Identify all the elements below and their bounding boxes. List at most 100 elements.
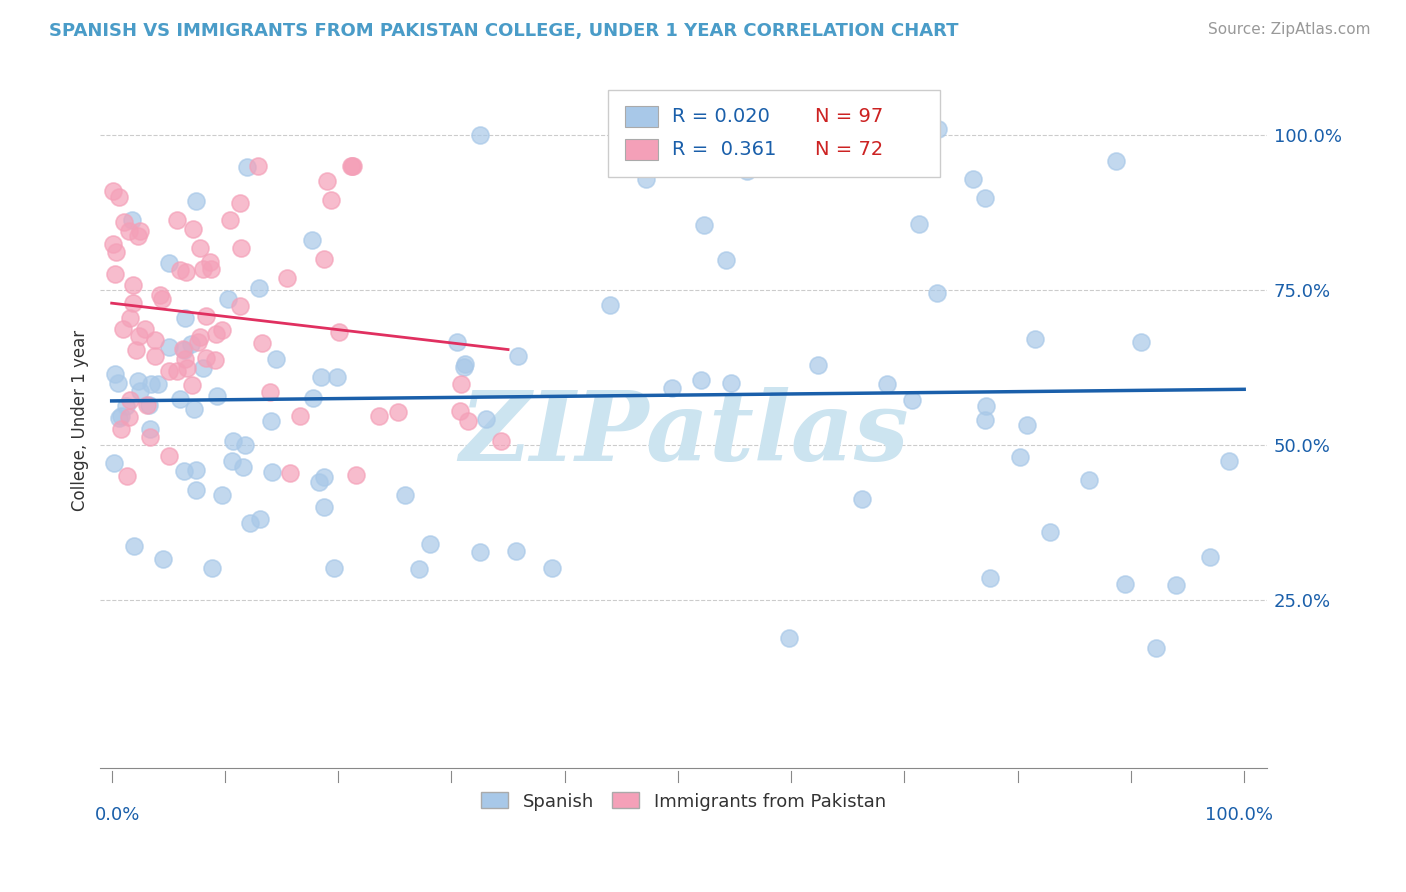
Point xyxy=(264,352,287,367)
Point xyxy=(342,159,364,173)
Point xyxy=(121,296,143,310)
Point xyxy=(689,373,711,387)
Point xyxy=(222,434,245,448)
Text: 0.0%: 0.0% xyxy=(94,805,139,824)
Point xyxy=(127,374,149,388)
Point xyxy=(146,377,169,392)
Point xyxy=(104,245,127,260)
Text: Source: ZipAtlas.com: Source: ZipAtlas.com xyxy=(1208,22,1371,37)
Point xyxy=(150,292,173,306)
Point xyxy=(344,468,367,483)
Y-axis label: College, Under 1 year: College, Under 1 year xyxy=(72,330,89,511)
Point xyxy=(207,389,229,403)
Point xyxy=(173,464,195,478)
Point xyxy=(236,160,259,174)
Point xyxy=(188,241,211,255)
Point xyxy=(659,159,682,173)
Text: R =  0.361: R = 0.361 xyxy=(672,140,776,159)
Point xyxy=(387,405,409,419)
Point xyxy=(506,349,529,363)
Point xyxy=(134,322,156,336)
Point xyxy=(302,391,325,405)
Point xyxy=(157,256,180,270)
Point xyxy=(112,215,135,229)
Point xyxy=(259,384,281,399)
Point xyxy=(876,377,898,392)
Point xyxy=(449,404,471,418)
Point xyxy=(180,337,202,351)
Point xyxy=(806,359,828,373)
Point xyxy=(107,410,129,425)
Point xyxy=(475,412,498,426)
Point xyxy=(103,367,125,381)
Point xyxy=(1130,334,1153,349)
Point xyxy=(394,488,416,502)
Point xyxy=(169,263,191,277)
Point xyxy=(692,218,714,232)
Point xyxy=(183,401,205,416)
Point xyxy=(211,322,233,336)
Point xyxy=(309,370,332,384)
Point xyxy=(149,288,172,302)
Point xyxy=(110,422,132,436)
Point xyxy=(823,156,845,170)
Text: R = 0.020: R = 0.020 xyxy=(672,107,770,127)
Point xyxy=(505,543,527,558)
Point xyxy=(260,414,283,428)
Point xyxy=(110,409,132,423)
Point xyxy=(661,381,683,395)
Point xyxy=(974,400,997,414)
Point xyxy=(328,326,350,340)
Point xyxy=(229,299,252,313)
Point xyxy=(342,159,364,173)
Point xyxy=(1078,473,1101,487)
Point xyxy=(278,467,301,481)
Point xyxy=(541,561,564,575)
Point xyxy=(288,409,311,423)
Point xyxy=(184,483,207,498)
Point xyxy=(125,343,148,357)
Point xyxy=(198,254,221,268)
Point xyxy=(312,500,335,515)
Point xyxy=(152,551,174,566)
Point xyxy=(446,334,468,349)
Point xyxy=(129,384,152,398)
Point xyxy=(308,475,330,489)
Point xyxy=(128,329,150,343)
Point xyxy=(408,562,430,576)
Point xyxy=(174,311,197,326)
Point xyxy=(128,224,150,238)
Point xyxy=(1164,578,1187,592)
Point xyxy=(115,469,138,483)
Point xyxy=(139,377,162,392)
Point xyxy=(1144,640,1167,655)
Point xyxy=(211,488,233,502)
Point xyxy=(491,434,513,448)
Point xyxy=(232,460,254,475)
FancyBboxPatch shape xyxy=(626,106,658,128)
Point xyxy=(157,364,180,378)
Point xyxy=(205,326,228,341)
Point xyxy=(111,322,134,336)
Point xyxy=(1017,417,1039,432)
Point xyxy=(1198,550,1220,565)
Point xyxy=(219,213,242,227)
Point xyxy=(136,398,159,412)
Point xyxy=(122,277,145,292)
Point xyxy=(247,159,270,173)
Point xyxy=(194,351,217,366)
Point xyxy=(312,252,335,267)
Point xyxy=(908,217,931,231)
Point xyxy=(184,194,207,208)
FancyBboxPatch shape xyxy=(607,90,941,178)
Point xyxy=(201,561,224,575)
Point xyxy=(193,361,215,376)
Point xyxy=(103,267,125,281)
Point xyxy=(239,516,262,530)
Point xyxy=(450,376,472,391)
Point xyxy=(276,271,298,285)
Point xyxy=(118,392,141,407)
Point xyxy=(468,128,491,143)
Point xyxy=(419,537,441,551)
Point xyxy=(927,122,949,136)
